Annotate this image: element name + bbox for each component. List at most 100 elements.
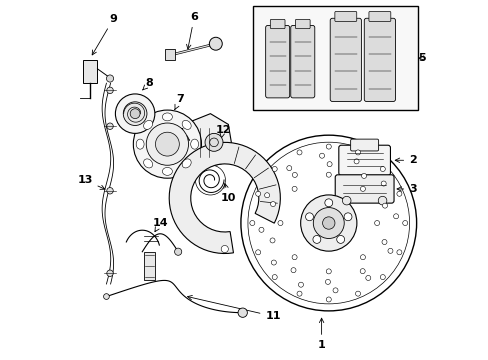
Circle shape [272, 275, 277, 280]
Circle shape [402, 221, 407, 226]
Bar [253, 6, 418, 110]
Circle shape [291, 255, 297, 260]
Circle shape [325, 172, 330, 177]
Circle shape [332, 288, 337, 293]
Ellipse shape [143, 120, 152, 129]
Circle shape [360, 255, 365, 260]
Circle shape [325, 144, 330, 149]
Circle shape [324, 199, 332, 207]
Circle shape [255, 250, 260, 255]
Circle shape [381, 181, 386, 186]
Ellipse shape [162, 113, 172, 121]
Circle shape [204, 134, 223, 151]
Circle shape [298, 282, 303, 287]
Text: 6: 6 [186, 12, 198, 49]
Text: 9: 9 [92, 14, 117, 55]
Circle shape [146, 123, 188, 165]
Text: 3: 3 [396, 184, 416, 194]
Ellipse shape [162, 167, 172, 175]
Circle shape [387, 248, 392, 253]
Circle shape [174, 248, 182, 255]
Circle shape [378, 196, 386, 205]
Text: 11: 11 [187, 296, 281, 321]
FancyBboxPatch shape [329, 18, 361, 102]
Ellipse shape [143, 159, 152, 168]
Circle shape [325, 279, 330, 284]
Circle shape [271, 260, 276, 265]
FancyBboxPatch shape [334, 12, 356, 22]
Ellipse shape [136, 139, 144, 149]
Circle shape [360, 186, 365, 192]
FancyBboxPatch shape [295, 19, 309, 29]
Circle shape [277, 221, 283, 226]
Circle shape [300, 195, 356, 251]
Circle shape [380, 275, 385, 280]
Text: 14: 14 [152, 218, 168, 231]
FancyBboxPatch shape [350, 139, 378, 151]
Circle shape [312, 235, 320, 243]
Text: 4: 4 [176, 129, 189, 140]
Circle shape [115, 94, 155, 134]
Polygon shape [185, 114, 231, 167]
Circle shape [238, 308, 247, 318]
Circle shape [344, 213, 351, 221]
Circle shape [292, 172, 297, 177]
Bar [144, 252, 155, 280]
Circle shape [313, 208, 344, 238]
Circle shape [325, 297, 330, 302]
Circle shape [382, 203, 386, 208]
Circle shape [270, 202, 275, 207]
Circle shape [272, 166, 277, 171]
Circle shape [365, 275, 370, 280]
FancyBboxPatch shape [335, 175, 393, 203]
Circle shape [209, 37, 222, 50]
Circle shape [396, 250, 401, 255]
Text: 2: 2 [394, 155, 416, 165]
Circle shape [305, 213, 313, 221]
Circle shape [106, 270, 113, 276]
Circle shape [296, 150, 302, 155]
FancyBboxPatch shape [368, 12, 390, 22]
Text: 13: 13 [77, 175, 104, 189]
Circle shape [396, 191, 401, 196]
Circle shape [106, 188, 113, 194]
Circle shape [374, 221, 379, 226]
FancyBboxPatch shape [265, 26, 289, 98]
FancyBboxPatch shape [270, 19, 285, 29]
Polygon shape [169, 143, 280, 253]
Text: 5: 5 [418, 53, 425, 63]
Bar [83, 60, 97, 83]
Ellipse shape [182, 159, 191, 168]
Circle shape [255, 191, 260, 196]
Circle shape [355, 150, 360, 155]
Circle shape [326, 162, 331, 167]
Circle shape [241, 135, 416, 311]
Circle shape [361, 174, 366, 179]
Circle shape [393, 214, 398, 219]
Text: 12: 12 [215, 125, 230, 138]
Circle shape [325, 269, 330, 274]
Circle shape [381, 239, 386, 244]
Text: 10: 10 [220, 184, 236, 203]
Circle shape [290, 267, 295, 273]
Ellipse shape [190, 139, 198, 149]
Circle shape [355, 291, 360, 296]
FancyBboxPatch shape [338, 145, 389, 175]
Circle shape [221, 246, 228, 253]
Circle shape [360, 269, 365, 274]
Circle shape [155, 132, 179, 156]
Circle shape [106, 123, 113, 130]
Circle shape [264, 193, 269, 198]
Circle shape [380, 166, 385, 171]
Circle shape [286, 166, 291, 171]
Circle shape [123, 102, 147, 126]
Circle shape [336, 235, 344, 243]
Circle shape [291, 186, 297, 192]
Circle shape [269, 238, 274, 243]
Text: 7: 7 [174, 94, 183, 110]
Circle shape [103, 294, 109, 300]
Text: 1: 1 [317, 318, 325, 350]
Circle shape [342, 196, 350, 205]
Circle shape [106, 75, 113, 82]
FancyBboxPatch shape [364, 18, 395, 102]
